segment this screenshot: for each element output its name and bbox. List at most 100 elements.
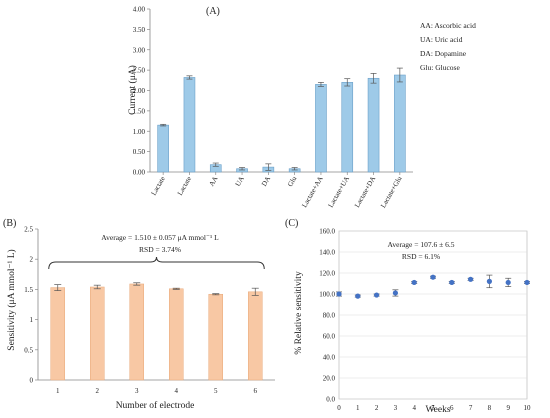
panel-b-ytick-label: 2 bbox=[30, 256, 34, 264]
panel-a-ytick-label: 0.00 bbox=[133, 169, 146, 177]
panel-c-ytick-label: 0.0 bbox=[326, 396, 335, 404]
panel-b-xtick-label: 1 bbox=[56, 387, 60, 395]
panel-a-bar bbox=[341, 82, 354, 173]
panel-b-bar bbox=[90, 286, 105, 381]
panel-b-bar bbox=[169, 288, 184, 381]
panel-c-average: Average = 107.6 ± 6.5 bbox=[388, 240, 455, 249]
legend-entry-glu: Glu: Glucose bbox=[420, 63, 460, 72]
panel-a-xtick-label: AA bbox=[207, 175, 219, 188]
panel-a-error-bar bbox=[212, 162, 219, 167]
chart-panel-a: (A) Current (μA) AA: Ascorbic acid UA: U… bbox=[127, 6, 476, 210]
panel-b-bar bbox=[248, 291, 263, 381]
panel-c-ylabel: % Relative sensitivity bbox=[294, 271, 304, 355]
panel-c-point bbox=[505, 279, 511, 286]
panel-a-bar bbox=[367, 77, 380, 173]
panel-c-rsd: RSD = 6.1% bbox=[402, 252, 440, 261]
chart-panel-c: (C) % Relative sensitivity Weeks Average… bbox=[285, 218, 531, 415]
panel-a-bar bbox=[157, 124, 169, 173]
panel-a-xtick-label: Lactate+UA bbox=[327, 175, 351, 209]
panel-b-error-bar bbox=[54, 284, 62, 291]
panel-b-ytick-label: 2.5 bbox=[24, 226, 33, 234]
panel-c-xtick-label: 8 bbox=[488, 404, 492, 412]
panel-a-xtick-label: Glu bbox=[286, 175, 298, 189]
panel-c-xtick-label: 6 bbox=[450, 404, 454, 412]
panel-a-error-bar bbox=[239, 167, 246, 171]
panel-b-bar bbox=[129, 283, 144, 381]
panel-b-xtick-label: 2 bbox=[96, 387, 100, 395]
panel-c-point bbox=[374, 292, 380, 298]
panel-a-bar bbox=[394, 74, 406, 173]
panel-b-error-bar bbox=[93, 284, 101, 290]
panel-c-point bbox=[486, 278, 492, 284]
panel-c-ytick-label: 40.0 bbox=[323, 354, 336, 362]
panel-b-ytick-label: 1 bbox=[30, 316, 34, 324]
panel-c-ytick-label: 20.0 bbox=[323, 375, 336, 383]
panel-a-error-bar bbox=[396, 67, 403, 83]
panel-a-xtick-label: Lactate bbox=[150, 175, 167, 197]
legend-entry-da: DA: Dopamine bbox=[420, 49, 467, 58]
panel-b-error-bar bbox=[172, 287, 180, 290]
panel-b-bar bbox=[50, 287, 65, 381]
panel-c-xtick-label: 9 bbox=[506, 404, 510, 412]
panel-c-point bbox=[411, 279, 417, 286]
panel-a-ytick-label: 3.50 bbox=[133, 26, 146, 34]
panel-c-xtick-label: 7 bbox=[469, 404, 473, 412]
panel-a-error-bar bbox=[370, 73, 377, 84]
panel-c-xtick-label: 2 bbox=[375, 404, 379, 412]
panel-b-error-bar bbox=[212, 293, 220, 296]
panel-a-ytick-label: 1.00 bbox=[133, 128, 146, 136]
panel-c-point bbox=[524, 279, 530, 286]
panel-c-ytick-label: 160.0 bbox=[319, 228, 335, 236]
panel-a-error-bar bbox=[186, 75, 193, 80]
panel-b-ytick-label: 0.5 bbox=[24, 346, 33, 354]
panel-c-xtick-label: 10 bbox=[524, 404, 532, 412]
panel-a-error-bar bbox=[160, 123, 167, 127]
panel-b-xtick-label: 4 bbox=[175, 387, 179, 395]
panel-b-xtick-label: 3 bbox=[135, 387, 139, 395]
panel-b-xtick-label: 5 bbox=[214, 387, 218, 395]
panel-a-error-bar bbox=[291, 167, 298, 171]
panel-a-bar bbox=[315, 84, 327, 173]
panel-a-xtick-label: Lactate+DA bbox=[353, 175, 377, 209]
panel-b-xlabel: Number of electrode bbox=[116, 400, 195, 411]
panel-b-rsd: RSD = 3.74% bbox=[139, 245, 181, 254]
panel-a-xtick-label: UA bbox=[234, 175, 246, 188]
panel-c-point bbox=[336, 291, 342, 297]
panel-a-ytick-label: 4.00 bbox=[133, 6, 146, 14]
panel-c-xlabel: Weeks bbox=[425, 405, 450, 415]
panel-a-error-bar bbox=[344, 78, 351, 87]
panel-c-point bbox=[449, 279, 455, 286]
panel-a-error-bar bbox=[265, 163, 272, 171]
panel-b-xtick-label: 6 bbox=[254, 387, 258, 395]
panel-c-xtick-label: 0 bbox=[337, 404, 341, 412]
panel-a-ytick-label: 0.50 bbox=[133, 148, 146, 156]
panel-c-ytick-label: 80.0 bbox=[323, 312, 336, 320]
panel-c-xtick-label: 3 bbox=[394, 404, 398, 412]
panel-c-point bbox=[468, 276, 474, 282]
panel-a-xtick-label: Lactate+Glu bbox=[379, 175, 404, 210]
panel-c-ytick-label: 140.0 bbox=[319, 249, 335, 257]
panel-a-ylabel: Current (μA) bbox=[127, 65, 138, 115]
panel-a-label: (A) bbox=[206, 6, 220, 17]
panel-a-xtick-label: Lactate bbox=[176, 175, 193, 197]
panel-a-bar bbox=[183, 77, 196, 173]
panel-b-label: (B) bbox=[3, 218, 16, 229]
legend-entry-aa: AA: Ascorbic acid bbox=[420, 21, 476, 30]
panel-c-ytick-label: 120.0 bbox=[319, 270, 335, 278]
panel-b-ylabel: Sensitivity (μA mmol⁻¹ L) bbox=[6, 249, 17, 350]
panel-c-xtick-label: 4 bbox=[412, 404, 416, 412]
panel-c-point bbox=[392, 290, 398, 296]
panel-b-average: Average = 1.510 ± 0.057 μA mmol⁻¹ L bbox=[101, 233, 219, 242]
panel-a-error-bar bbox=[317, 81, 324, 87]
panel-b-error-bar bbox=[251, 287, 259, 296]
panel-c-ytick-label: 100.0 bbox=[319, 291, 335, 299]
panel-c-ytick-label: 60.0 bbox=[323, 333, 336, 341]
panel-a-legend: AA: Ascorbic acid UA: Uric acid DA: Dopa… bbox=[420, 21, 476, 72]
panel-b-ytick-label: 0 bbox=[30, 377, 34, 385]
legend-entry-ua: UA: Uric acid bbox=[420, 35, 463, 44]
panel-c-point bbox=[430, 274, 436, 280]
panel-b-bar bbox=[208, 293, 223, 381]
panel-b-ytick-label: 1.5 bbox=[24, 286, 33, 294]
panel-a-xtick-label: DA bbox=[260, 175, 272, 188]
